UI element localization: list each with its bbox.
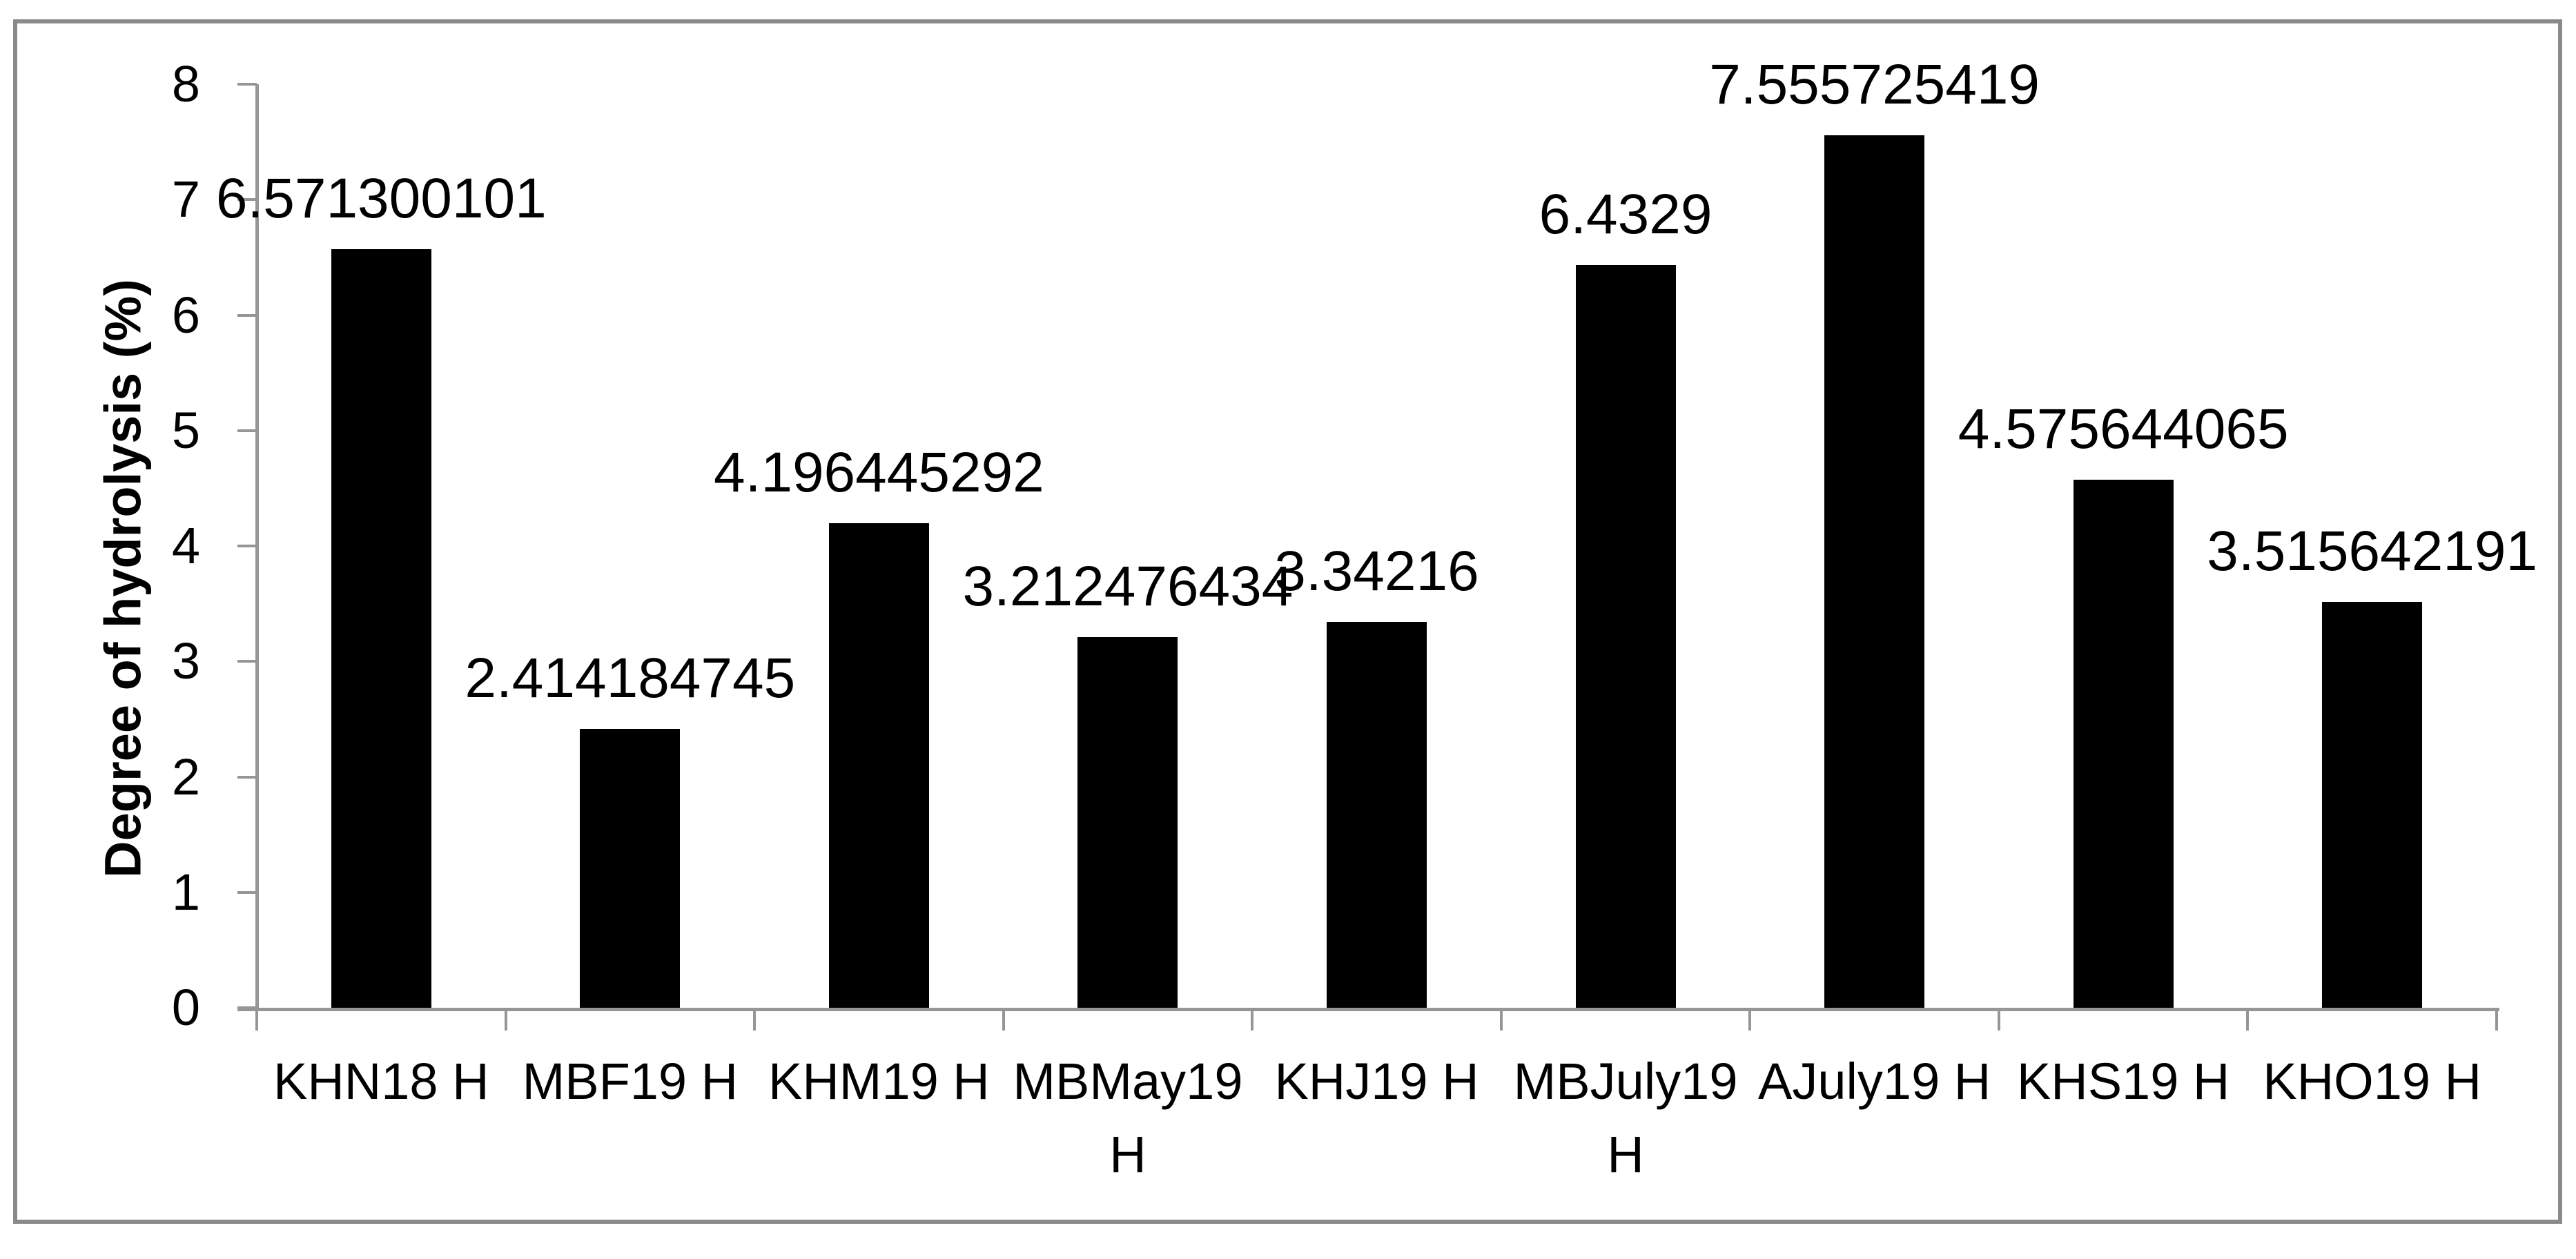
y-axis-tick: [237, 890, 257, 894]
y-tick-label: 4: [171, 517, 200, 574]
category-label: MBF19 H: [522, 1053, 739, 1110]
x-axis-tick: [504, 1008, 507, 1031]
y-axis-tick: [237, 775, 257, 779]
bar: [2073, 479, 2174, 1008]
category-label: KHS19 H: [2016, 1053, 2230, 1110]
bar: [1327, 622, 1427, 1008]
bar-value-label: 6.4329: [1539, 183, 1713, 246]
y-axis-tick: [237, 313, 257, 317]
x-axis-tick: [255, 1008, 258, 1031]
y-tick-label: 0: [171, 979, 200, 1036]
x-axis-tick: [1251, 1008, 1254, 1031]
category-label: AJuly19 H: [1757, 1053, 1991, 1110]
bar: [580, 729, 681, 1008]
y-tick-label: 8: [171, 55, 200, 113]
x-axis-tick: [1499, 1008, 1503, 1031]
bar-value-label: 3.515642191: [2207, 520, 2538, 583]
bar: [828, 523, 929, 1008]
x-axis-tick: [2495, 1008, 2498, 1031]
bar-value-label: 4.575644065: [1958, 397, 2289, 460]
y-tick-label: 3: [171, 632, 200, 690]
x-axis-line: [237, 1008, 2499, 1011]
category-label: MBMay19 H: [1013, 1053, 1243, 1183]
bar: [1824, 135, 1925, 1008]
x-axis-tick: [753, 1008, 757, 1031]
x-axis-tick: [1997, 1008, 2000, 1031]
y-axis-tick: [237, 429, 257, 432]
bar: [331, 248, 431, 1008]
y-tick-label: 5: [171, 401, 200, 459]
y-tick-label: 6: [171, 286, 200, 344]
y-axis-tick: [237, 660, 257, 663]
y-axis-tick: [237, 83, 257, 86]
bar-value-label: 4.196445292: [713, 441, 1044, 505]
bar-value-label: 3.212476434: [962, 554, 1294, 618]
category-label: KHN18 H: [273, 1053, 489, 1110]
y-tick-label: 7: [171, 170, 200, 228]
category-label: KHJ19 H: [1274, 1053, 1479, 1110]
y-tick-label: 2: [171, 748, 200, 806]
bar-value-label: 7.555725419: [1709, 53, 2040, 117]
category-label: KHM19 H: [768, 1053, 990, 1110]
y-axis-tick: [237, 198, 257, 202]
chart-border: [13, 19, 2562, 1224]
category-label: MBJuly19 H: [1513, 1053, 1738, 1183]
x-axis-tick: [2246, 1008, 2250, 1031]
y-axis-tick: [237, 1006, 257, 1009]
bar: [2322, 602, 2423, 1008]
x-axis-tick: [1002, 1008, 1005, 1031]
bar-value-label: 2.414184745: [465, 647, 796, 710]
bar: [1575, 265, 1676, 1008]
y-tick-label: 1: [171, 863, 200, 921]
bar: [1077, 636, 1178, 1008]
y-axis-tick: [237, 545, 257, 547]
y-axis-line: [255, 84, 259, 1011]
x-axis-tick: [1748, 1008, 1752, 1031]
bar-value-label: 6.571300101: [215, 166, 547, 230]
category-label: KHO19 H: [2263, 1053, 2482, 1110]
bar-value-label: 3.34216: [1274, 540, 1479, 603]
